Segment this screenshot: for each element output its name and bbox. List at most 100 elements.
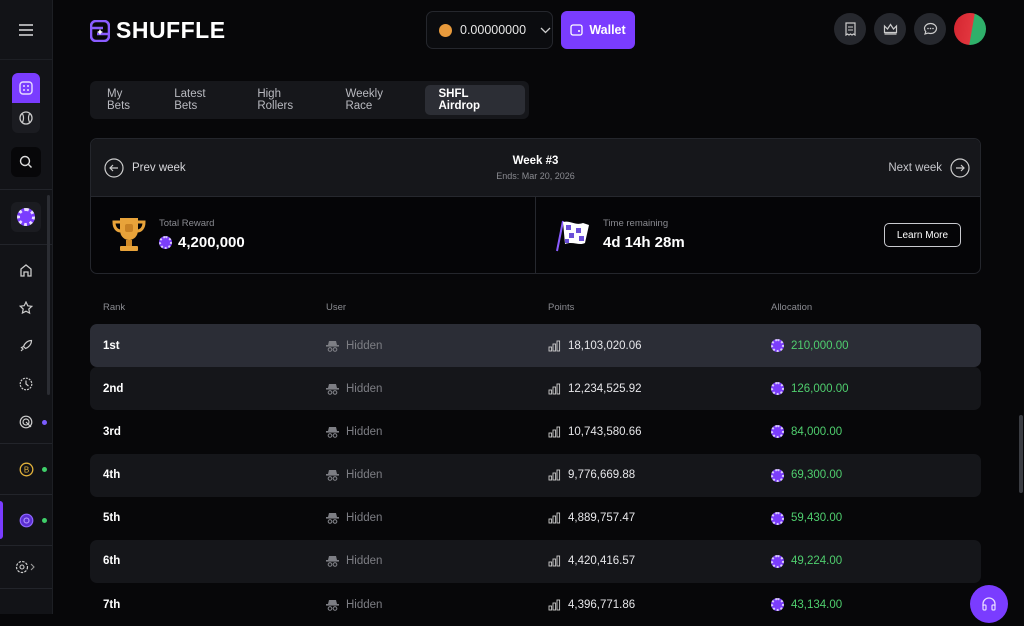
shfl-token-button[interactable] — [11, 202, 41, 232]
balance-selector[interactable]: 0.00000000 — [426, 11, 553, 49]
bitcoin-icon: B — [19, 462, 33, 476]
checkered-flag-icon — [556, 220, 589, 252]
sidebar-item-home[interactable] — [11, 255, 41, 285]
time-remaining-label: Time remaining — [603, 218, 669, 229]
allocation-cell: 43,134.00 — [771, 583, 842, 626]
support-button[interactable] — [970, 585, 1008, 623]
page-scrollbar[interactable] — [1019, 415, 1023, 493]
points-cell: 12,234,525.92 — [548, 367, 642, 410]
sidebar-scrollbar[interactable] — [47, 195, 50, 395]
signal-bars-icon — [548, 340, 561, 351]
allocation-cell: 69,300.00 — [771, 454, 842, 497]
table-row[interactable]: 2nd Hidden 12,234,525.92 126,000.00 — [90, 367, 981, 411]
rank-cell: 6th — [103, 555, 121, 568]
shfl-chip-icon — [771, 468, 784, 482]
wallet-label: Wallet — [589, 23, 626, 37]
points-cell: 4,420,416.57 — [548, 540, 635, 583]
sports-toggle[interactable] — [12, 103, 40, 133]
chip-icon — [19, 513, 33, 527]
leaderboard-header: Rank User Points Allocation — [90, 302, 981, 316]
shfl-chip-icon — [771, 598, 784, 612]
bets-tabs: My Bets Latest Bets High Rollers Weekly … — [90, 81, 529, 119]
home-icon — [20, 264, 32, 277]
sidebar-item-favorites[interactable] — [11, 293, 41, 323]
sidebar-item-shfl-airdrop[interactable] — [11, 505, 47, 535]
rank-cell: 4th — [103, 469, 121, 482]
table-row[interactable]: 3rd Hidden 10,743,580.66 84,000.00 — [90, 410, 981, 453]
allocation-cell: 84,000.00 — [771, 410, 842, 453]
header-rank: Rank — [103, 302, 126, 313]
headset-icon — [982, 597, 996, 611]
tab-shfl-airdrop[interactable]: SHFL Airdrop — [425, 85, 525, 115]
sidebar-item-promotions[interactable] — [11, 331, 41, 361]
signal-bars-icon — [548, 426, 561, 438]
wallet-icon — [570, 24, 583, 36]
wallet-button[interactable]: Wallet — [561, 11, 635, 49]
chat-button[interactable] — [914, 13, 946, 45]
incognito-icon — [326, 383, 339, 395]
table-row[interactable]: 6th Hidden 4,420,416.57 49,224.00 — [90, 539, 981, 583]
tab-latest-bets[interactable]: Latest Bets — [174, 88, 206, 112]
search-icon — [19, 155, 32, 168]
top-bar: SHUFFLE 0.00000000 Wallet — [54, 0, 1024, 60]
vip-button[interactable] — [874, 13, 906, 45]
signal-bars-icon — [548, 599, 561, 611]
ball-icon — [19, 111, 33, 125]
clock-icon — [19, 377, 33, 391]
allocation-cell: 210,000.00 — [771, 324, 849, 367]
total-reward-value: 4,200,000 — [178, 234, 245, 251]
rank-cell: 3rd — [103, 425, 121, 438]
shfl-chip-icon — [771, 511, 784, 525]
points-cell: 9,776,669.88 — [548, 454, 635, 497]
gear-icon — [15, 560, 35, 574]
user-cell: Hidden — [326, 324, 382, 367]
sidebar-item-recent[interactable] — [11, 369, 41, 399]
signal-bars-icon — [548, 383, 561, 395]
status-dot — [42, 420, 47, 425]
status-dot — [42, 467, 47, 472]
user-cell: Hidden — [326, 583, 382, 626]
tab-high-rollers[interactable]: High Rollers — [257, 88, 294, 112]
sidebar-item-settings[interactable] — [11, 552, 41, 582]
next-week-button[interactable]: Next week — [888, 158, 970, 178]
sidebar-item-originals[interactable] — [11, 407, 47, 437]
learn-more-button[interactable]: Learn More — [884, 223, 961, 247]
time-remaining-panel: Time remaining 4d 14h 28m Learn More — [535, 197, 980, 273]
brand-logo[interactable]: SHUFFLE — [90, 17, 226, 44]
table-row[interactable]: 1st Hidden 18,103,020.06 210,000.00 — [90, 324, 981, 367]
sidebar-item-bitcoin[interactable]: B — [11, 454, 47, 484]
tab-my-bets[interactable]: My Bets — [107, 88, 131, 112]
prev-week-button[interactable]: Prev week — [104, 158, 186, 178]
hamburger-icon — [19, 23, 33, 36]
rank-cell: 2nd — [103, 382, 124, 395]
header-points: Points — [548, 302, 575, 313]
next-week-label: Next week — [888, 162, 942, 174]
tab-weekly-race[interactable]: Weekly Race — [345, 88, 383, 112]
points-cell: 4,396,771.86 — [548, 583, 635, 626]
table-row[interactable]: 7th Hidden 4,396,771.86 43,134.00 — [90, 583, 981, 626]
active-indicator — [0, 501, 3, 539]
chat-icon — [923, 22, 937, 35]
table-row[interactable]: 4th Hidden 9,776,669.88 69,300.00 — [90, 453, 981, 497]
svg-text:B: B — [23, 465, 28, 474]
dice-icon — [19, 81, 33, 95]
shfl-chip-icon — [771, 554, 784, 568]
avatar[interactable] — [954, 13, 986, 45]
user-cell: Hidden — [326, 454, 382, 497]
bitcoin-icon — [439, 23, 452, 37]
user-cell: Hidden — [326, 540, 382, 583]
signal-bars-icon — [548, 469, 561, 481]
menu-button[interactable] — [0, 0, 52, 60]
search-button[interactable] — [11, 147, 41, 177]
shfl-chip-icon — [159, 236, 172, 249]
receipt-button[interactable] — [834, 13, 866, 45]
points-cell: 4,889,757.47 — [548, 497, 635, 540]
balance-value: 0.00000000 — [460, 23, 527, 37]
incognito-icon — [326, 340, 339, 352]
rank-cell: 5th — [103, 512, 121, 525]
table-row[interactable]: 5th Hidden 4,889,757.47 59,430.00 — [90, 497, 981, 540]
star-icon — [19, 301, 33, 315]
total-reward-panel: Total Reward 4,200,000 — [91, 197, 535, 273]
casino-toggle[interactable] — [12, 73, 40, 103]
shuffle-logo-icon — [90, 19, 110, 42]
